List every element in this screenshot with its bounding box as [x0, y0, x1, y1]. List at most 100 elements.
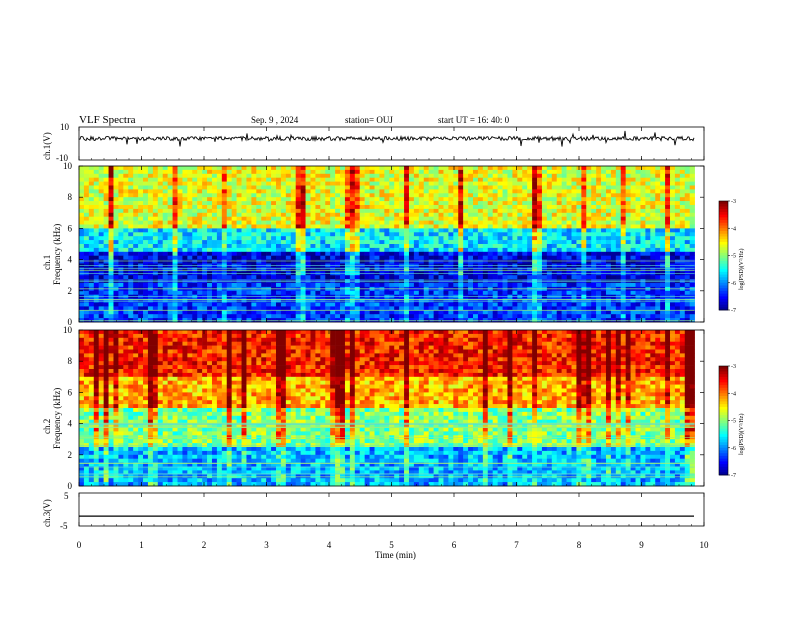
spectrogram-cell [290, 259, 296, 264]
spectrogram-cell [152, 298, 159, 303]
spectrogram-cell [187, 302, 193, 307]
spectrogram-cell [502, 173, 508, 178]
spectrogram-cell [123, 166, 129, 171]
spectrogram-cell [428, 193, 434, 198]
spectrogram-cell [438, 169, 444, 175]
spectrogram-cell [477, 189, 484, 194]
spectrogram-cell [143, 220, 149, 225]
spectrogram-cell [453, 267, 459, 272]
spectrogram-cell [290, 205, 296, 210]
spectrogram-cell [537, 224, 543, 229]
spectrogram-cell [458, 193, 464, 198]
spectrogram-cell [458, 290, 464, 295]
spectrogram-cell [182, 205, 188, 210]
spectrogram-cell [177, 189, 183, 194]
spectrogram-cell [271, 275, 277, 280]
spectrogram-cell [635, 255, 641, 260]
spectrogram-cell [79, 290, 85, 295]
spectrogram-cell [354, 275, 361, 280]
spectrogram-cell [645, 166, 651, 171]
spectrogram-cell [162, 177, 168, 182]
spectrogram-cell [482, 310, 489, 315]
spectrogram-cell [625, 283, 631, 288]
spectrogram-cell [369, 306, 375, 311]
spectrogram-cell [546, 216, 553, 221]
spectrogram-cell [423, 189, 429, 194]
spectrogram-cell [384, 189, 390, 194]
spectrogram-cell [605, 224, 612, 229]
spectrogram-cell [335, 197, 341, 202]
spectrogram-cell [674, 267, 681, 272]
spectrogram-cell [389, 224, 395, 229]
spectrogram-cell [635, 181, 641, 186]
spectrogram-cell [487, 177, 493, 182]
spectrogram-cell [473, 208, 479, 214]
spectrogram-cell [315, 240, 321, 245]
spectrogram-cell [433, 310, 439, 315]
spectrogram-cell [408, 302, 415, 307]
spectrogram-cell [108, 302, 114, 307]
spectrogram-cell [660, 267, 666, 272]
spectrogram-cell [640, 220, 646, 225]
spectrogram-cell [379, 314, 385, 319]
spectrogram-cell [453, 283, 459, 288]
spectrogram-cell [571, 205, 577, 210]
spectrogram-cell [330, 244, 336, 249]
spectrogram-cell [349, 298, 356, 303]
spectrogram-cell [123, 279, 129, 284]
spectrogram-cell [143, 181, 149, 186]
spectrogram-cell [640, 181, 646, 186]
spectrogram-cell [128, 181, 134, 186]
spectrogram-cell [610, 181, 617, 186]
spectrogram-cell [216, 259, 223, 264]
spectrogram-cell [113, 232, 119, 237]
spectrogram-cell [315, 169, 321, 175]
spectrogram-cell [541, 205, 548, 210]
spectrogram-cell [689, 197, 695, 202]
spectrogram-cell [532, 247, 538, 253]
spectrogram-cell [615, 208, 622, 214]
spectrogram-cell [290, 208, 296, 214]
spectrogram-cell [591, 173, 597, 178]
spectrogram-cell [689, 166, 695, 171]
spectrogram-cell [325, 169, 331, 175]
spectrogram-cell [157, 185, 164, 190]
spectrogram-cell [605, 189, 612, 194]
spectrogram-cell [561, 283, 567, 288]
spectrogram-cell [290, 177, 296, 182]
spectrogram-cell [507, 205, 513, 210]
spectrogram-cell [354, 173, 361, 178]
spectrogram-cell [384, 236, 390, 241]
spectrogram-cell [645, 169, 651, 175]
spectrogram-cell [79, 247, 85, 253]
spectrogram-cell [566, 212, 572, 217]
spectrogram-cell [527, 267, 533, 272]
spectrogram-cell [172, 197, 178, 202]
spectrogram-cell [147, 208, 154, 214]
spectrogram-cell [689, 224, 695, 229]
spectrogram-cell [601, 314, 607, 319]
spectrogram-cell [551, 318, 558, 323]
spectrogram-cell [197, 259, 203, 264]
spectrogram-cell [655, 255, 661, 260]
spectrogram-cell [576, 310, 582, 315]
spectrogram-cell [251, 173, 257, 178]
spectrogram-cell [482, 197, 489, 202]
spectrogram-cell [271, 255, 277, 260]
spectrogram-cell [231, 166, 237, 171]
spectrogram-cell [674, 193, 681, 198]
spectrogram-cell [537, 298, 543, 303]
spectrogram-cell [271, 236, 277, 241]
spectrogram-cell [389, 236, 395, 241]
spectrogram-cell [630, 283, 636, 288]
spectrogram-cell [532, 259, 538, 264]
spectrogram-cell [423, 318, 429, 323]
spectrogram-cell [684, 181, 690, 186]
spectrogram-cell [364, 290, 370, 295]
spectrogram-cell [655, 275, 661, 280]
spectrogram-cell [571, 220, 577, 225]
spectrogram-cell [177, 208, 183, 214]
spectrogram-cell [320, 197, 326, 202]
spectrogram-cell [473, 298, 479, 303]
spectrogram-cell [167, 220, 173, 225]
